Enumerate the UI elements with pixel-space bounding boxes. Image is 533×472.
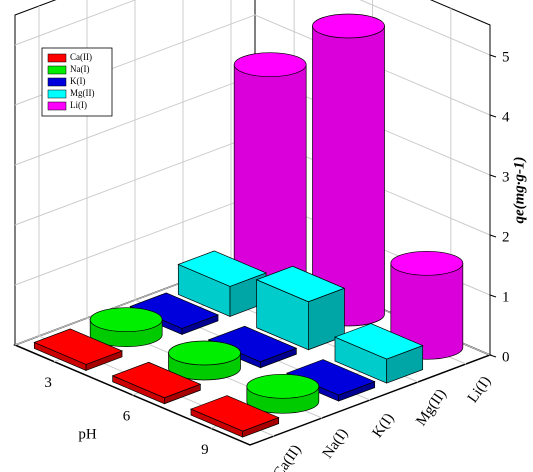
legend-swatch [47, 65, 67, 75]
bar [233, 64, 307, 293]
z-tick [489, 354, 497, 358]
ion-label: Mg(II) [413, 386, 450, 429]
legend-label: Mg(II) [70, 88, 95, 98]
x-tick-label: 6 [123, 408, 131, 424]
bar-top [168, 340, 241, 366]
bar-top [111, 361, 202, 399]
ion-label: K(I) [370, 411, 398, 441]
z-tick [489, 234, 497, 238]
bar-top [255, 265, 346, 303]
bar-top [390, 250, 464, 276]
z-axis-label: qe(mg·g-1) [511, 156, 527, 223]
bar-top [33, 328, 123, 365]
bar-top [190, 395, 280, 432]
z-tick-label: 5 [502, 49, 510, 65]
legend-swatch [47, 101, 67, 111]
legend: Ca(II) Na(I) K(I) Mg(II) Li(I) [41, 47, 113, 117]
legend-swatch [47, 53, 67, 63]
ion-label: Li(I) [465, 373, 494, 405]
grid-line [14, 0, 491, 56]
legend-label: K(I) [70, 76, 86, 86]
bar-top [286, 359, 376, 396]
x-axis-label: pH [78, 426, 97, 442]
bar-top [233, 52, 307, 78]
z-tick-label: 3 [502, 169, 510, 185]
z-tick [489, 114, 497, 118]
bar-top [312, 13, 385, 39]
grid-line [134, 0, 371, 401]
grid-line [38, 6, 275, 437]
bar-top [89, 307, 163, 333]
bar-top [129, 292, 219, 329]
bar-top [177, 250, 267, 287]
bar-top [246, 373, 320, 399]
z-tick-label: 1 [502, 289, 510, 305]
z-tick-label: 0 [502, 349, 510, 365]
x-tick-label: 9 [201, 442, 209, 458]
legend-label: Ca(II) [70, 52, 92, 62]
bar-top [334, 323, 424, 360]
x-tick-label: 3 [44, 375, 52, 391]
z-tick-label: 2 [502, 229, 510, 245]
z-tick [489, 294, 497, 298]
legend-label: Li(I) [70, 100, 87, 110]
ion-label: Ca(II) [270, 442, 304, 472]
ion-label: Na(I) [320, 426, 352, 462]
legend-swatch [47, 77, 67, 87]
z-tick-label: 4 [502, 109, 510, 125]
z-tick [489, 174, 497, 178]
z-tick [489, 54, 497, 58]
legend-swatch [47, 89, 67, 99]
legend-label: Na(I) [70, 64, 90, 74]
bar-top [207, 325, 298, 363]
